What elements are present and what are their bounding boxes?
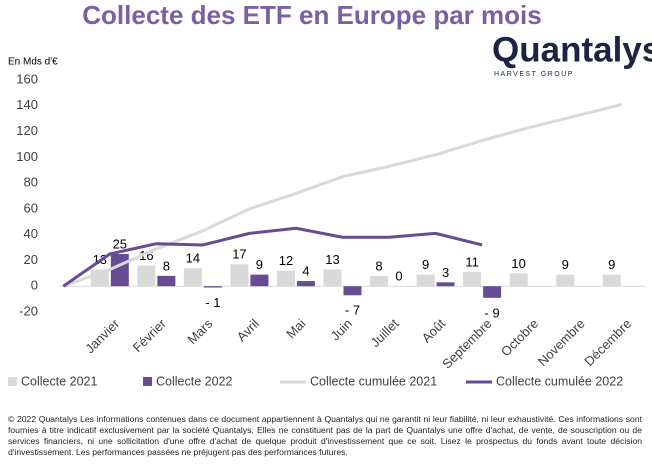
bar	[509, 273, 528, 287]
x-tick-label: Octobre	[498, 316, 541, 359]
x-tick-label: Juin	[328, 316, 355, 343]
data-label: 4	[302, 264, 309, 279]
x-tick-label: Juillet	[367, 316, 401, 350]
legend-label: Collecte 2021	[21, 374, 97, 388]
bar	[137, 265, 156, 287]
bar	[463, 272, 482, 287]
y-tick-label: 100	[16, 149, 38, 164]
bar	[323, 269, 342, 287]
logo-tagline: HARVEST GROUP	[494, 71, 574, 78]
data-label: 0	[395, 269, 402, 284]
data-label: 9	[256, 257, 263, 272]
x-tick-label: Janvier	[82, 315, 123, 356]
y-tick-label: -20	[19, 303, 38, 318]
data-label: 14	[186, 251, 200, 266]
bar	[416, 274, 435, 287]
bar	[203, 286, 222, 288]
legend-swatch	[8, 377, 17, 386]
x-tick-label: Mai	[283, 316, 308, 341]
x-tick-label: Avril	[234, 316, 262, 344]
bar	[370, 275, 389, 287]
data-label: 17	[232, 247, 246, 262]
data-label: 3	[442, 265, 449, 280]
bar	[602, 274, 621, 287]
y-tick-label: 60	[24, 200, 38, 215]
x-tick-label: Mars	[184, 316, 215, 347]
bar	[183, 268, 202, 287]
y-tick-label: 20	[24, 252, 38, 267]
y-tick-label: 120	[16, 123, 38, 138]
data-label: - 7	[345, 303, 360, 318]
chart: Collecte des ETF en Europe par mois En M…	[8, 0, 652, 388]
legend-label: Collecte cumulée 2022	[496, 374, 623, 388]
data-label: - 9	[485, 305, 500, 320]
data-label: 11	[465, 254, 479, 269]
data-label: 8	[375, 258, 382, 273]
data-label: 9	[608, 257, 615, 272]
disclaimer: © 2022 Quantalys Les informations conten…	[8, 414, 642, 457]
data-label: 8	[163, 258, 170, 273]
y-axis-label: En Mds d'€	[8, 57, 58, 68]
bar	[157, 275, 176, 287]
x-tick-label: Février	[130, 315, 170, 355]
data-label: 10	[511, 256, 525, 271]
data-label: 9	[562, 257, 569, 272]
y-tick-label: 160	[16, 71, 38, 86]
bar	[483, 286, 502, 298]
data-label: 12	[279, 253, 293, 268]
legend-label: Collecte 2022	[156, 374, 232, 388]
chart-title: Collecte des ETF en Europe par mois	[82, 0, 541, 30]
bar	[436, 282, 455, 287]
data-label: 9	[422, 257, 429, 272]
data-label: - 1	[205, 295, 220, 310]
y-tick-label: 80	[24, 175, 38, 190]
bar	[250, 274, 269, 287]
y-tick-label: 0	[31, 278, 38, 293]
data-label: 25	[113, 236, 127, 251]
bar	[343, 286, 362, 296]
y-tick-label: 140	[16, 97, 38, 112]
legend-label: Collecte cumulée 2021	[310, 374, 437, 388]
logo: Quantalys	[492, 30, 652, 69]
legend-swatch	[143, 377, 152, 386]
x-tick-label: Novembre	[535, 316, 588, 369]
bar	[296, 281, 315, 287]
x-tick-label: Septembre	[439, 316, 495, 372]
bar	[230, 264, 249, 287]
x-tick-label: Décembre	[581, 316, 634, 369]
data-label: 13	[325, 252, 339, 267]
line	[62, 103, 623, 288]
bar	[556, 274, 575, 287]
bar	[276, 270, 295, 287]
bar	[110, 254, 129, 287]
line	[62, 226, 483, 288]
y-tick-label: 40	[24, 226, 38, 241]
x-tick-label: Août	[419, 316, 449, 346]
